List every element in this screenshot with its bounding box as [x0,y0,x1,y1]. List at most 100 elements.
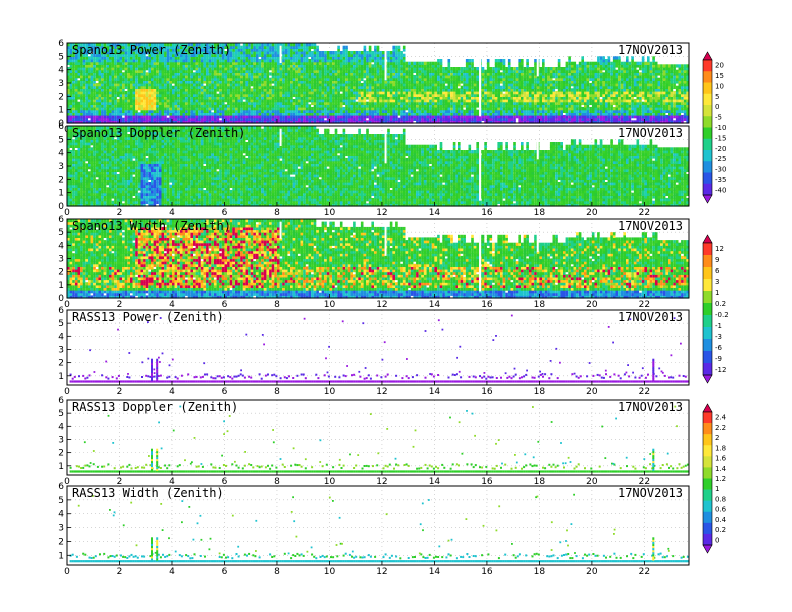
data-cell [195,91,199,95]
data-cell [166,48,170,52]
data-cell [90,99,94,103]
data-cell [156,93,159,97]
data-cell [208,117,212,121]
data-cell [174,43,178,47]
data-cell [195,53,199,57]
data-cell [342,107,346,111]
data-cell [182,72,186,76]
data-cell [127,72,130,76]
data-cell [169,88,172,92]
data-cell [77,85,81,89]
data-cell [140,96,144,100]
data-cell [211,83,214,87]
data-cell [67,83,70,87]
data-cell [109,104,112,108]
data-cell [179,83,183,87]
data-cell [103,77,107,81]
data-cell [145,115,149,119]
data-cell [82,88,86,92]
data-cell [124,59,128,63]
data-cell [208,83,212,87]
data-cell [127,45,130,49]
data-cell [124,80,128,84]
data-cell [88,88,91,92]
data-cell [148,64,151,68]
data-cell [148,112,151,116]
data-cell [203,85,207,89]
data-cell [101,59,104,63]
data-cell [85,96,88,100]
data-cell [161,59,165,63]
data-cell [166,99,170,103]
data-cell [203,48,207,52]
data-cell [124,51,128,55]
data-cell [122,83,125,87]
data-cell [85,75,88,79]
data-cell [109,43,112,47]
data-cell [211,75,214,79]
data-cell [214,88,217,92]
data-cell [98,56,102,60]
data-cell [69,83,73,87]
data-cell [116,48,120,52]
data-cell [151,117,154,121]
data-cell [106,112,109,116]
data-cell [116,67,120,71]
data-cell [161,51,165,55]
data-cell [182,75,186,79]
data-cell [211,107,214,111]
data-cell [101,91,104,95]
data-cell [130,104,133,108]
data-cell [206,109,209,113]
data-cell [190,109,193,113]
data-cell [101,80,104,84]
data-cell [135,120,138,124]
data-cell [198,80,201,84]
data-cell [216,59,220,63]
data-cell [208,109,212,113]
data-cell [67,85,70,89]
data-cell [85,53,88,57]
data-cell [214,48,217,52]
data-cell [148,43,151,47]
data-cell [74,101,78,105]
data-cell [111,61,115,65]
data-cell [156,107,159,111]
data-cell [116,77,120,81]
data-cell [69,77,73,81]
data-cell [67,72,70,76]
data-cell [124,96,128,100]
data-cell [93,91,96,95]
data-cell [137,107,141,111]
data-cell [85,99,88,103]
data-cell [122,75,125,79]
data-cell [177,75,180,79]
data-cell [182,59,186,63]
data-cell [127,104,130,108]
data-cell [109,72,112,76]
data-cell [85,69,88,73]
data-cell [106,53,109,57]
data-cell [145,93,149,97]
data-cell [143,93,146,97]
data-cell [177,88,180,92]
data-cell [185,96,188,100]
data-cell [98,107,102,111]
data-cell [135,91,138,95]
data-cell [216,104,220,108]
data-cell [72,115,75,119]
data-cell [460,67,464,71]
data-cell [166,45,170,49]
data-cell [106,104,109,108]
data-cell [195,93,199,97]
data-cell [85,64,88,68]
data-cell [111,120,115,124]
data-cell [187,115,191,119]
data-cell [74,99,78,103]
data-cell [109,69,112,73]
data-cell [153,96,157,100]
data-cell [90,75,94,79]
data-cell [77,96,81,100]
data-cell [77,88,81,92]
data-cell [88,115,91,119]
